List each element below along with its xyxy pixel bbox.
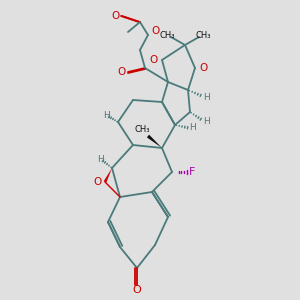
Text: CH₃: CH₃ — [195, 31, 211, 40]
Text: O: O — [199, 63, 207, 73]
Polygon shape — [147, 135, 162, 148]
Text: H: H — [202, 94, 209, 103]
Text: O: O — [94, 177, 102, 187]
Text: H: H — [103, 112, 110, 121]
Text: O: O — [150, 55, 158, 65]
Text: O: O — [117, 67, 125, 77]
Text: CH₃: CH₃ — [134, 125, 150, 134]
Polygon shape — [104, 168, 112, 183]
Text: H: H — [97, 155, 104, 164]
Text: O: O — [133, 285, 141, 295]
Text: H: H — [202, 118, 209, 127]
Text: H: H — [190, 124, 196, 133]
Text: O: O — [151, 26, 159, 36]
Text: CH₃: CH₃ — [159, 31, 175, 40]
Text: O: O — [111, 11, 119, 21]
Text: F: F — [189, 167, 195, 177]
